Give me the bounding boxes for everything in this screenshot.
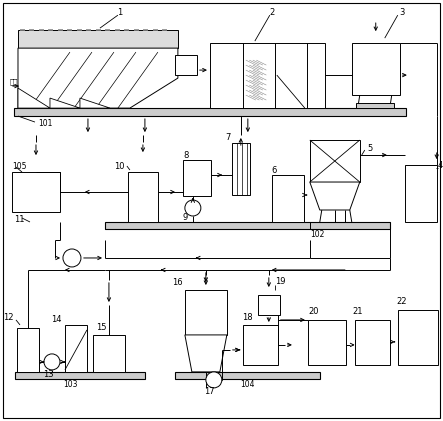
Bar bbox=[14, 108, 406, 116]
Bar bbox=[405, 165, 437, 222]
Bar bbox=[356, 103, 394, 108]
Bar bbox=[128, 172, 158, 222]
Text: 15: 15 bbox=[96, 323, 106, 333]
Bar bbox=[175, 372, 320, 379]
Bar bbox=[352, 43, 400, 95]
Text: 102: 102 bbox=[310, 230, 324, 240]
Text: 10: 10 bbox=[114, 162, 125, 171]
Bar bbox=[105, 222, 390, 229]
Polygon shape bbox=[50, 98, 80, 108]
Bar bbox=[272, 175, 304, 222]
Bar bbox=[398, 310, 438, 365]
Text: 9: 9 bbox=[183, 213, 188, 222]
Bar bbox=[93, 335, 125, 372]
Circle shape bbox=[185, 200, 201, 216]
Bar bbox=[17, 328, 39, 372]
Bar bbox=[243, 325, 278, 365]
Polygon shape bbox=[80, 98, 110, 108]
Polygon shape bbox=[185, 335, 227, 372]
Text: 7: 7 bbox=[225, 133, 230, 141]
Bar bbox=[258, 295, 280, 315]
Bar bbox=[232, 143, 250, 195]
Bar bbox=[12, 172, 60, 212]
Text: 103: 103 bbox=[63, 381, 77, 389]
Circle shape bbox=[206, 372, 222, 388]
Bar bbox=[183, 160, 211, 196]
Text: 5: 5 bbox=[368, 144, 373, 152]
Circle shape bbox=[44, 354, 60, 370]
Text: 13: 13 bbox=[43, 370, 53, 379]
Text: 11: 11 bbox=[14, 216, 24, 224]
Bar bbox=[65, 325, 87, 372]
Text: 20: 20 bbox=[308, 307, 319, 317]
Text: 17: 17 bbox=[205, 387, 215, 397]
Text: 废水: 废水 bbox=[10, 79, 19, 85]
Text: 21: 21 bbox=[353, 307, 363, 317]
Bar bbox=[15, 372, 145, 379]
Polygon shape bbox=[310, 182, 360, 210]
Circle shape bbox=[63, 249, 81, 267]
Text: 104: 104 bbox=[241, 381, 255, 389]
Bar bbox=[185, 290, 227, 335]
Text: 1: 1 bbox=[117, 8, 123, 17]
Bar bbox=[355, 320, 390, 365]
Text: 18: 18 bbox=[242, 313, 253, 322]
Bar bbox=[210, 43, 325, 108]
Text: 12: 12 bbox=[4, 313, 14, 322]
Bar bbox=[175, 55, 197, 75]
Polygon shape bbox=[18, 48, 178, 108]
Bar bbox=[18, 30, 178, 48]
Text: 22: 22 bbox=[396, 298, 407, 306]
Text: 101: 101 bbox=[38, 119, 52, 128]
Bar bbox=[308, 320, 346, 365]
Text: 16: 16 bbox=[172, 278, 183, 288]
Text: 8: 8 bbox=[183, 151, 188, 160]
Text: 19: 19 bbox=[275, 277, 285, 286]
Text: 105: 105 bbox=[12, 162, 27, 171]
Text: 3: 3 bbox=[400, 8, 405, 17]
Text: 14: 14 bbox=[51, 315, 62, 325]
Bar bbox=[310, 140, 360, 182]
Text: 6: 6 bbox=[272, 165, 277, 175]
Text: 4: 4 bbox=[438, 160, 443, 170]
Text: 2: 2 bbox=[269, 8, 275, 17]
Polygon shape bbox=[18, 88, 50, 108]
